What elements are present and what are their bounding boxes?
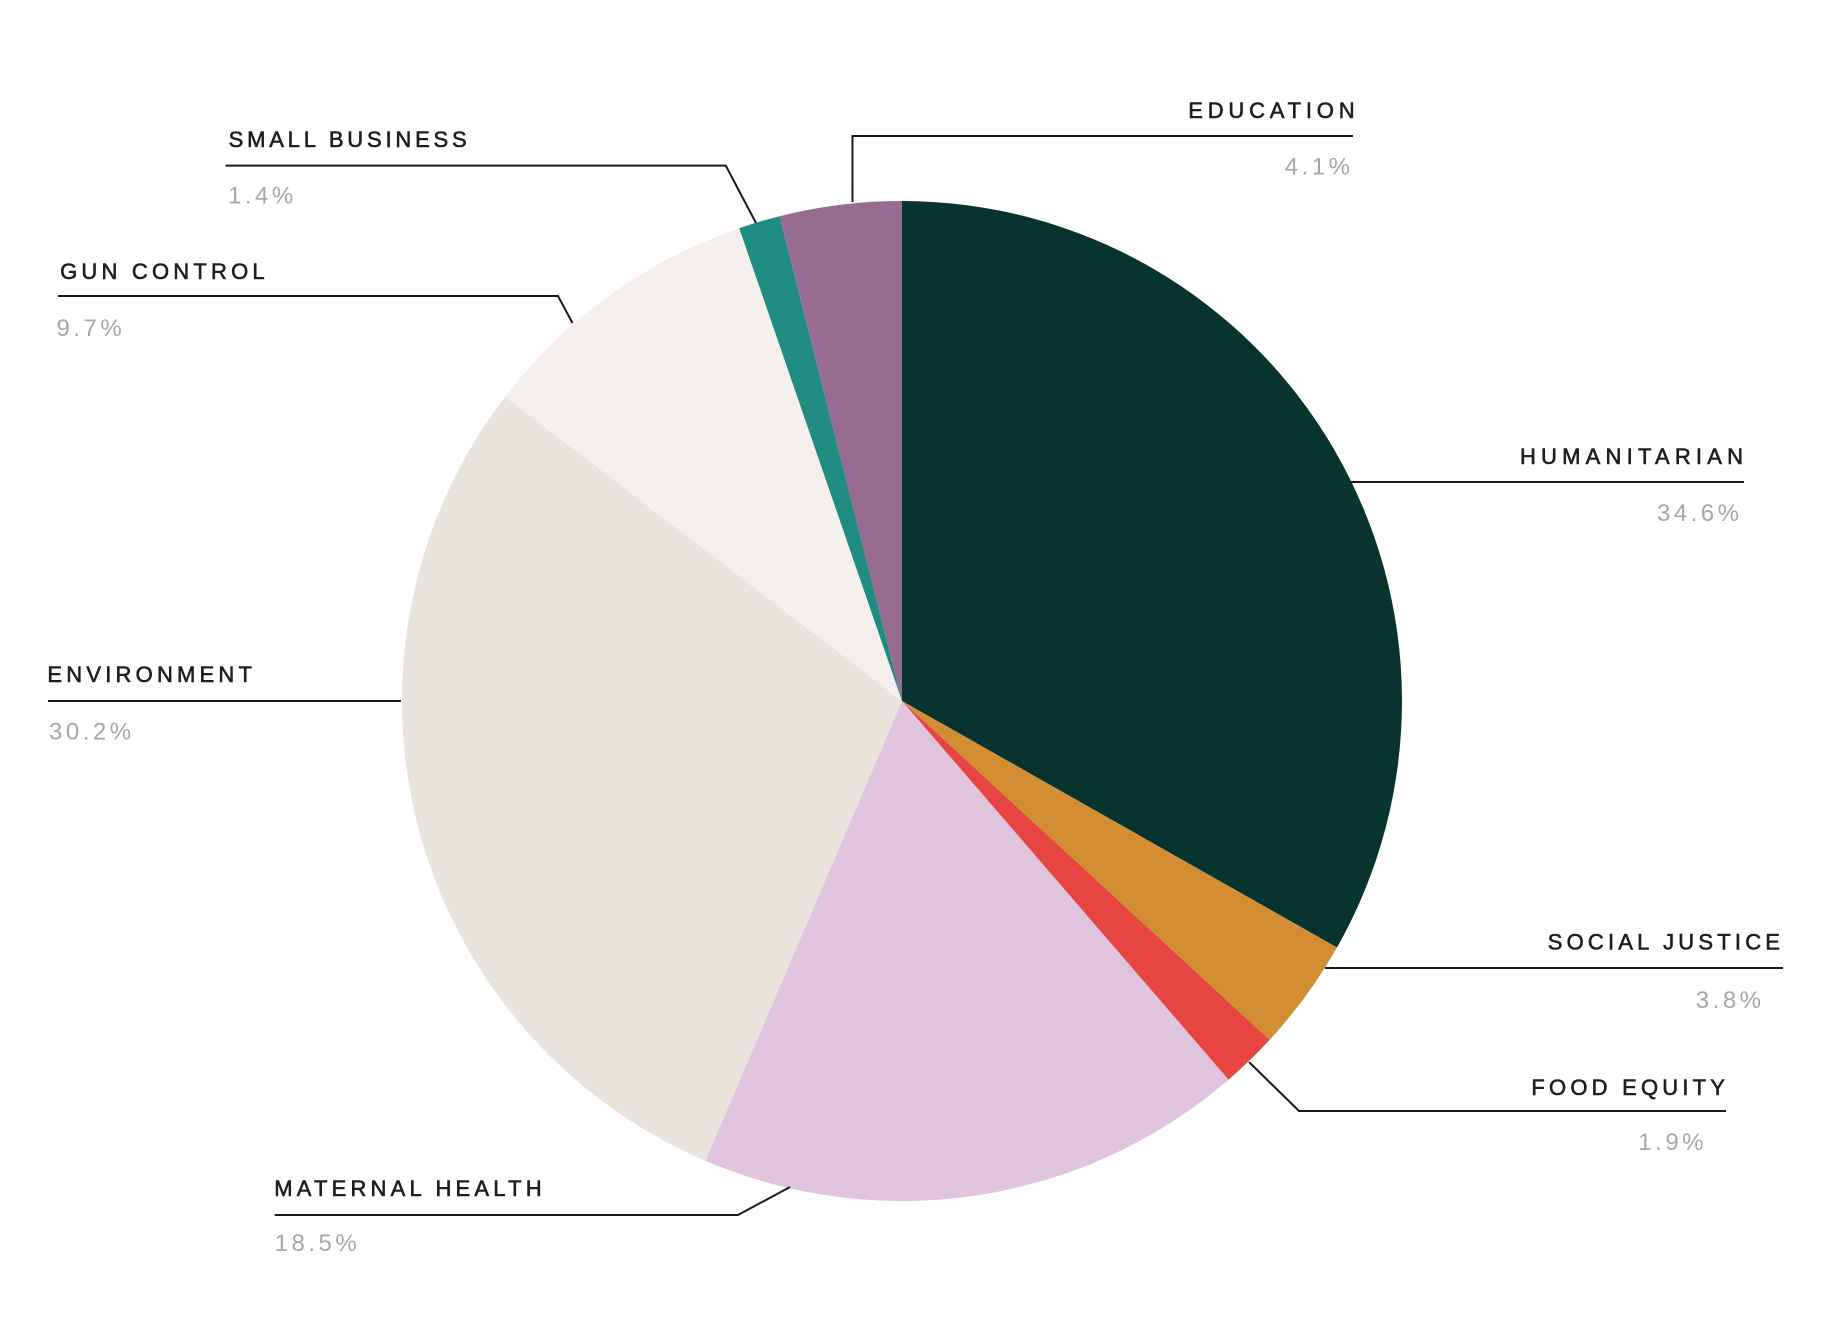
svg-text:1.4%: 1.4% xyxy=(228,183,297,210)
svg-text:ENVIRONMENT: ENVIRONMENT xyxy=(47,662,256,687)
svg-text:34.6%: 34.6% xyxy=(1657,500,1743,527)
svg-text:SMALL BUSINESS: SMALL BUSINESS xyxy=(229,127,471,152)
svg-text:1.9%: 1.9% xyxy=(1638,1129,1707,1156)
svg-text:9.7%: 9.7% xyxy=(57,315,126,342)
svg-text:4.1%: 4.1% xyxy=(1285,154,1354,181)
svg-text:MATERNAL HEALTH: MATERNAL HEALTH xyxy=(274,1176,546,1201)
svg-text:FOOD EQUITY: FOOD EQUITY xyxy=(1531,1075,1729,1100)
svg-text:18.5%: 18.5% xyxy=(275,1230,361,1257)
svg-text:HUMANITARIAN: HUMANITARIAN xyxy=(1520,444,1748,469)
svg-text:30.2%: 30.2% xyxy=(49,719,135,746)
svg-text:3.8%: 3.8% xyxy=(1696,987,1765,1014)
svg-text:EDUCATION: EDUCATION xyxy=(1188,98,1359,123)
svg-text:GUN CONTROL: GUN CONTROL xyxy=(60,259,269,284)
svg-text:SOCIAL JUSTICE: SOCIAL JUSTICE xyxy=(1548,929,1784,954)
